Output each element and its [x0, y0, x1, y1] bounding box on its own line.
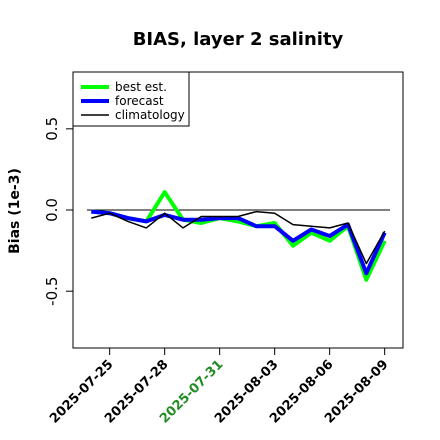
- y-tick-label: 0.5: [43, 117, 61, 141]
- series-line-climatology: [91, 210, 386, 265]
- series-line-forecast: [91, 209, 387, 276]
- x-axis: 2025-07-252025-07-282025-07-312025-08-03…: [47, 348, 391, 427]
- y-tick-label: 0.0: [43, 198, 61, 222]
- legend-label-best-est: best est.: [115, 80, 167, 94]
- legend-label-climatology: climatology: [115, 108, 185, 122]
- series-lines: [91, 190, 387, 282]
- y-axis-label: Bias (1e-3): [7, 168, 23, 254]
- legend: best est. forecast climatology: [72, 71, 190, 127]
- y-tick-label: -0.5: [43, 277, 61, 306]
- series-line-best-est: [91, 190, 387, 282]
- legend-label-forecast: forecast: [115, 94, 164, 108]
- chart-title: BIAS, layer 2 salinity: [133, 29, 344, 50]
- y-axis: -0.5 0.0 0.5: [43, 117, 73, 306]
